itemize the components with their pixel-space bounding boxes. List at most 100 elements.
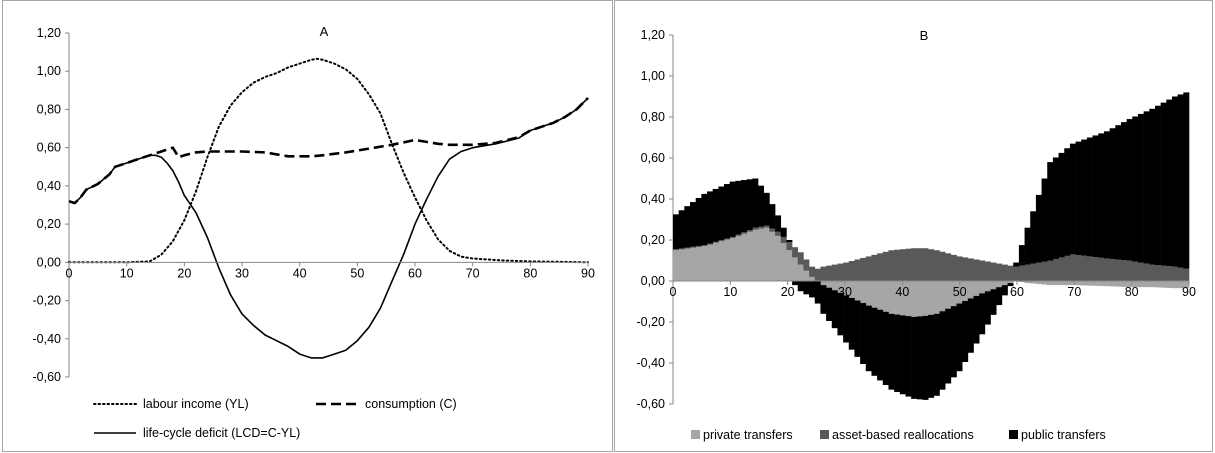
chart-b-bar-0 [1132,281,1139,288]
chart-b-bar-2 [769,204,776,229]
chart-b-bar-1 [758,226,765,229]
chart-b-bar-1 [865,256,872,281]
chart-b-bar-2 [956,303,963,372]
chart-b-bar-2 [712,188,719,242]
chart-b-bar-1 [1007,265,1014,282]
chart-a-x-tick-label: 90 [581,266,595,280]
chart-a-legend-label-2: life-cycle deficit (LCD=C-YL) [143,426,300,440]
chart-b-x-tick-label: 50 [953,285,967,299]
chart-b-bar-2 [1103,131,1110,259]
chart-b-bar-2 [1058,152,1065,258]
chart-b-bar-0 [990,281,997,290]
chart-b-bar-2 [831,290,838,329]
chart-b-bar-0 [1052,281,1059,286]
chart-b-bar-1 [854,259,861,281]
chart-b-bar-2 [922,315,929,400]
chart-b-bar-1 [1132,261,1139,281]
chart-b-x-tick-label: 0 [670,285,677,299]
chart-b-bar-1 [1024,264,1031,281]
chart-b-bar-1 [1030,263,1037,281]
chart-b-bar-0 [752,229,759,281]
chart-b-bar-0 [962,281,969,301]
chart-b-bar-0 [848,281,855,298]
chart-b-bar-2 [1018,245,1025,266]
chart-b-bar-2 [786,240,793,243]
chart-b-bar-1 [831,264,838,281]
chart-b-bar-1 [797,252,804,265]
chart-a-y-tick-label: 1,00 [37,64,61,78]
chart-b-bar-2 [724,184,730,239]
chart-b-bar-0 [1126,281,1133,288]
chart-b-bar-0 [871,281,878,308]
chart-b-bar-0 [1064,281,1071,286]
chart-b-bar-1 [1177,267,1184,281]
chart-b-bar-1 [1047,260,1054,281]
chart-b-bar-2 [950,306,957,378]
chart-b-bar-0 [905,281,912,317]
chart-b-bar-2 [690,202,696,247]
chart-b-bar-0 [1166,281,1173,288]
chart-b-bar-2 [803,281,810,295]
chart-b-bar-2 [1047,162,1054,261]
chart-b-bar-2 [701,193,708,246]
chart-b-bar-2 [1075,141,1082,256]
chart-b-bar-2 [843,295,850,343]
chart-b-bar-2 [809,281,816,298]
chart-a-y-tick-label: -0,40 [33,332,62,346]
chart-b-bar-2 [860,303,867,365]
chart-b-bar-2 [945,308,952,384]
chart-b-bar-2 [1098,133,1105,258]
chart-b-bar-2 [854,300,861,357]
chart-b-bar-0 [843,281,850,296]
chart-b-bar-1 [860,257,867,281]
chart-b-bar-1 [1058,257,1065,281]
chart-b-y-tick-label: 0,60 [641,151,665,165]
chart-b-bar-1 [1075,255,1082,281]
chart-b-bar-1 [990,262,997,281]
chart-b-bar-2 [865,305,872,372]
chart-b-bar-1 [701,245,708,247]
chart-b-bar-0 [1030,281,1037,284]
chart-b-bar-2 [1086,137,1093,257]
chart-b-bar-1 [729,236,736,238]
chart-b-bar-1 [678,248,685,250]
chart-b-bar-0 [984,281,991,292]
chart-b-bar-1 [843,262,850,281]
chart-b-bar-2 [888,313,895,390]
chart-b-bar-0 [933,281,940,314]
chart-b-bar-1 [769,228,776,232]
chart-a-y-tick-label: 1,20 [37,26,61,40]
chart-b-bar-2 [684,206,691,248]
chart-b-bar-0 [712,242,719,281]
chart-b-bar-2 [837,292,844,336]
chart-b-bar-0 [1171,281,1178,289]
chart-b-bar-0 [860,281,867,304]
chart-b-bar-0 [729,237,736,281]
chart-b-bar-1 [684,247,691,249]
chart-a-x-tick-label: 40 [293,266,307,280]
chart-b-bar-1 [1086,256,1093,281]
chart-a-x-tick-label: 50 [350,266,364,280]
chart-b-bar-0 [1007,281,1014,284]
chart-a-x-tick-label: 20 [177,266,191,280]
chart-a-series-line-0 [68,57,589,264]
chart-b-bar-0 [888,281,895,314]
chart-b-bar-2 [752,178,759,228]
chart-b-bar-1 [1103,258,1110,281]
chart-a-y-tick-label: -0,20 [33,294,62,308]
chart-b-bar-1 [1081,255,1088,281]
chart-b-bar-2 [1149,108,1156,265]
chart-a: -0,60 -0,40 -0,20 0,00 0,20 0,40 0,60 0,80 1,00 1… [33,24,595,440]
chart-b-bar-2 [984,291,991,325]
chart-b-bar-1 [894,249,901,281]
chart-a-legend-label-1: consumption (C) [365,397,457,411]
chart-b-bar-0 [803,270,810,281]
chart-b-bar-0 [1103,281,1110,287]
chart-b-bar-2 [729,181,736,237]
chart-a-x-tick-label: 80 [523,266,537,280]
chart-b-bar-1 [1018,265,1025,282]
chart-b-bar-0 [1035,281,1042,285]
chart-b-bar-1 [712,241,719,243]
chart-a-x-tick-label: 60 [408,266,422,280]
